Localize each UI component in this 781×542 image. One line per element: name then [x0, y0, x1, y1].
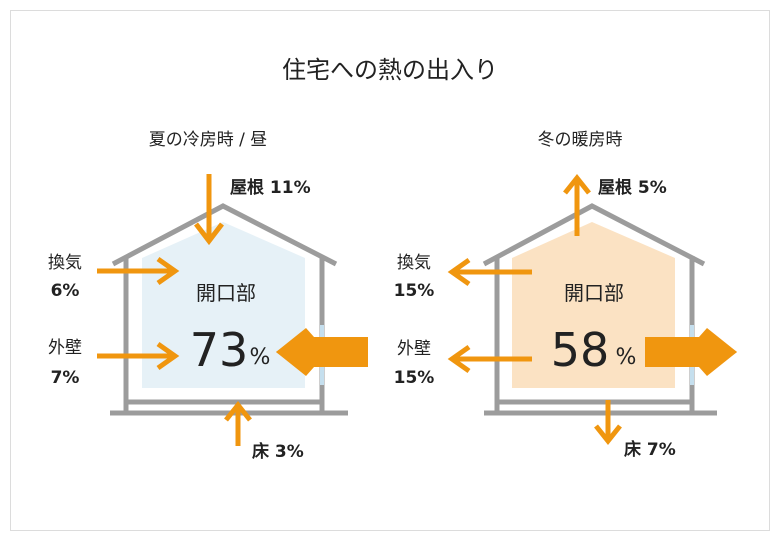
summer-ventilation-value: 6% [51, 281, 80, 301]
summer-wall-value: 7% [51, 368, 80, 388]
summer-center-label: 開口部 [196, 281, 256, 305]
winter-ventilation-arrow-icon [447, 257, 532, 287]
winter-wall-arrow-icon [447, 344, 532, 374]
summer-roof-arrow-icon [194, 174, 224, 246]
winter-center-label: 開口部 [564, 281, 624, 305]
summer-wall-label: 外壁 [48, 338, 82, 358]
winter-wall-value: 15% [394, 368, 435, 388]
summer-roof-label: 屋根 11% [230, 177, 311, 198]
summer-center-value: 73 [190, 323, 249, 377]
summer-floor-label: 床 3% [252, 441, 304, 462]
winter-roof-arrow-icon [563, 173, 591, 236]
winter-roof-label: 屋根 5% [598, 177, 667, 198]
summer-panel: 夏の冷房時 / 昼 屋根 11% 換気 6% [48, 130, 368, 462]
winter-ventilation-label: 換気 [397, 253, 431, 273]
winter-center-unit: % [616, 345, 637, 370]
winter-opening-arrow-icon [645, 328, 737, 376]
summer-opening-arrow-icon [276, 328, 368, 376]
winter-floor-label: 床 7% [624, 439, 676, 460]
winter-interior-fill [512, 222, 675, 388]
summer-wall-arrow-icon [97, 341, 180, 371]
winter-wall-label: 外壁 [397, 339, 431, 359]
summer-heading: 夏の冷房時 / 昼 [149, 130, 268, 150]
winter-floor-arrow-icon [594, 400, 622, 446]
winter-ventilation-value: 15% [394, 281, 435, 301]
summer-ventilation-arrow-icon [97, 256, 180, 286]
winter-center-value: 58 [551, 323, 610, 377]
winter-heading: 冬の暖房時 [538, 130, 623, 150]
summer-floor-arrow-icon [224, 400, 252, 446]
summer-ventilation-label: 換気 [48, 253, 82, 273]
winter-panel: 冬の暖房時 屋根 5% 換気 15% 外壁 15% [394, 130, 737, 460]
diagram-title: 住宅への熱の出入り [282, 56, 498, 84]
summer-interior-fill [142, 222, 305, 388]
summer-center-unit: % [250, 345, 271, 370]
